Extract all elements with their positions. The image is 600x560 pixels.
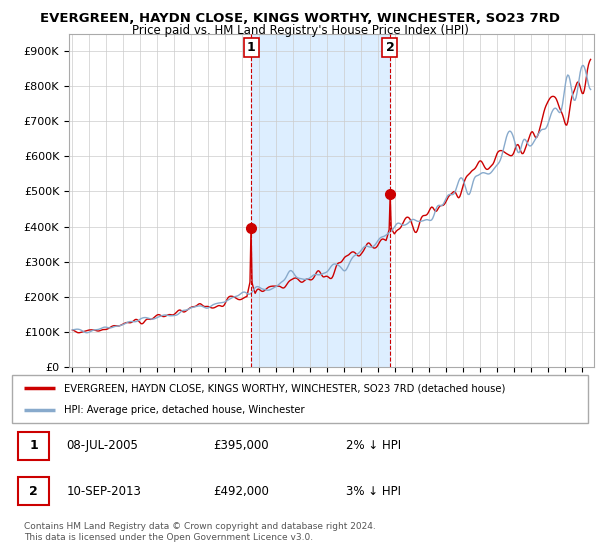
Text: HPI: Average price, detached house, Winchester: HPI: Average price, detached house, Winc… [64,405,304,415]
Text: 2: 2 [29,484,38,498]
Text: Contains HM Land Registry data © Crown copyright and database right 2024.: Contains HM Land Registry data © Crown c… [24,522,376,531]
Bar [18,477,49,506]
Text: £492,000: £492,000 [214,484,269,498]
Text: 2: 2 [386,41,394,54]
Text: £395,000: £395,000 [214,440,269,452]
Text: Price paid vs. HM Land Registry's House Price Index (HPI): Price paid vs. HM Land Registry's House … [131,24,469,36]
Bar [18,432,49,460]
Text: 10-SEP-2013: 10-SEP-2013 [67,484,142,498]
Text: 2% ↓ HPI: 2% ↓ HPI [346,440,401,452]
Text: EVERGREEN, HAYDN CLOSE, KINGS WORTHY, WINCHESTER, SO23 7RD (detached house): EVERGREEN, HAYDN CLOSE, KINGS WORTHY, WI… [64,383,505,393]
Bar [251,34,390,367]
Text: 08-JUL-2005: 08-JUL-2005 [67,440,139,452]
Text: This data is licensed under the Open Government Licence v3.0.: This data is licensed under the Open Gov… [24,533,313,542]
Text: 1: 1 [247,41,256,54]
Text: EVERGREEN, HAYDN CLOSE, KINGS WORTHY, WINCHESTER, SO23 7RD: EVERGREEN, HAYDN CLOSE, KINGS WORTHY, WI… [40,12,560,25]
Text: 3% ↓ HPI: 3% ↓ HPI [346,484,401,498]
Text: 1: 1 [29,440,38,452]
